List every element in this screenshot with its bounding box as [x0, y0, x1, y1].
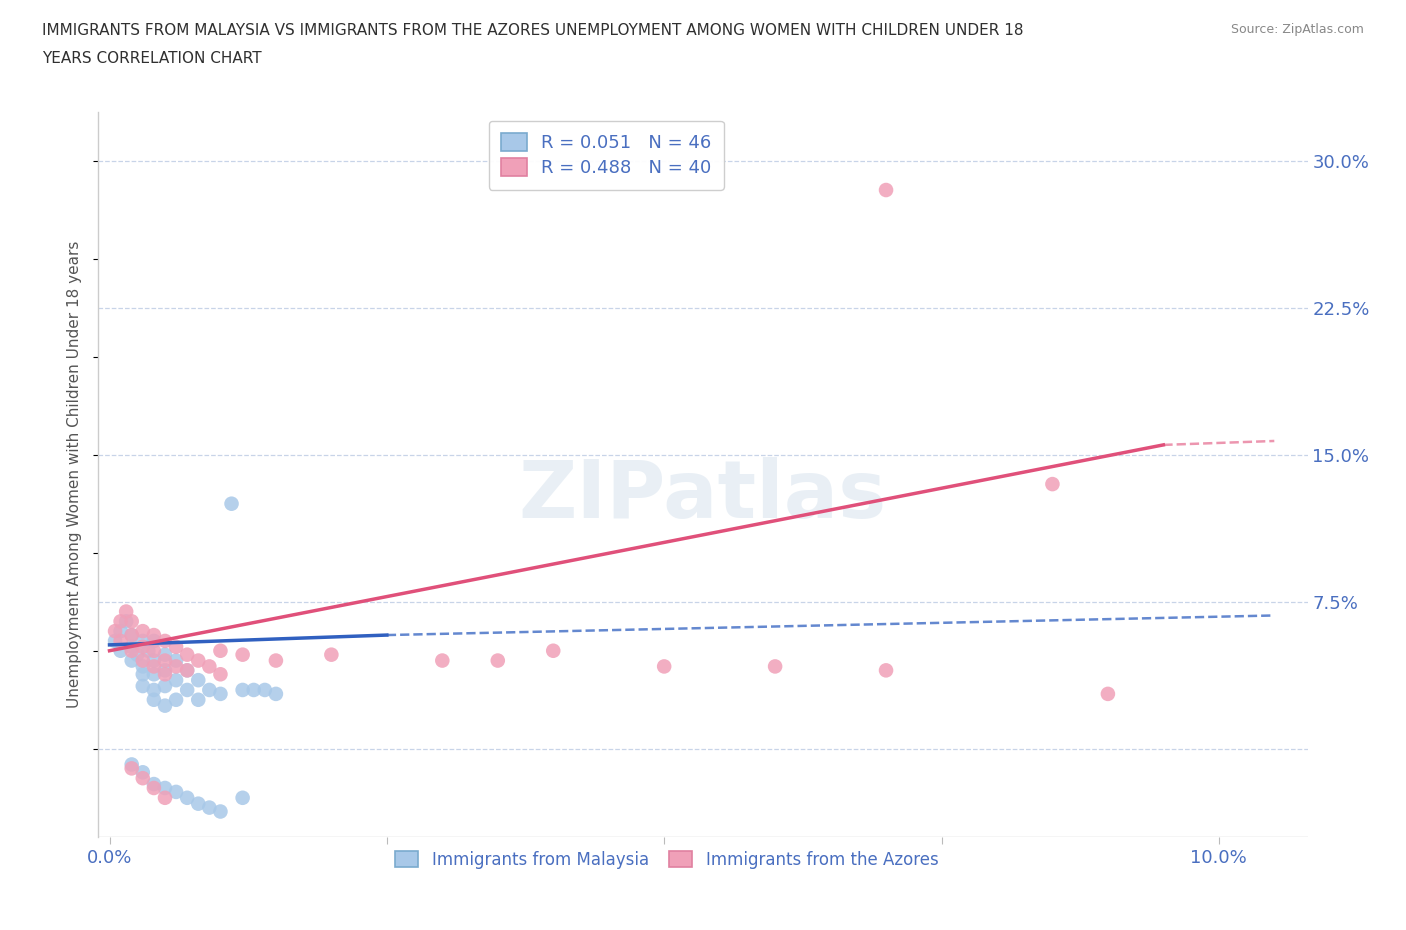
Point — [541, 644, 564, 658]
Y-axis label: Unemployment Among Women with Children Under 18 years: Unemployment Among Women with Children U… — [67, 241, 83, 708]
Point — [232, 683, 254, 698]
Point — [115, 614, 138, 629]
Point — [153, 667, 176, 682]
Point — [127, 647, 149, 662]
Point — [875, 663, 897, 678]
Point — [198, 659, 221, 674]
Point — [321, 647, 343, 662]
Point — [132, 633, 155, 648]
Point — [176, 647, 198, 662]
Point — [132, 771, 155, 786]
Point — [132, 679, 155, 694]
Point — [432, 653, 454, 668]
Point — [187, 692, 209, 707]
Point — [110, 644, 132, 658]
Point — [187, 653, 209, 668]
Point — [176, 663, 198, 678]
Point — [142, 667, 165, 682]
Point — [232, 647, 254, 662]
Point — [652, 659, 675, 674]
Point — [110, 624, 132, 639]
Point — [110, 633, 132, 648]
Point — [142, 780, 165, 795]
Point — [142, 644, 165, 658]
Point — [121, 614, 143, 629]
Legend: Immigrants from Malaysia, Immigrants from the Azores: Immigrants from Malaysia, Immigrants fro… — [388, 844, 945, 876]
Point — [165, 692, 187, 707]
Point — [232, 790, 254, 805]
Point — [153, 780, 176, 795]
Point — [153, 679, 176, 694]
Text: IMMIGRANTS FROM MALAYSIA VS IMMIGRANTS FROM THE AZORES UNEMPLOYMENT AMONG WOMEN : IMMIGRANTS FROM MALAYSIA VS IMMIGRANTS F… — [42, 23, 1024, 38]
Point — [142, 633, 165, 648]
Point — [138, 644, 160, 658]
Point — [165, 659, 187, 674]
Point — [153, 653, 176, 668]
Text: Source: ZipAtlas.com: Source: ZipAtlas.com — [1230, 23, 1364, 36]
Point — [121, 644, 143, 658]
Point — [1097, 686, 1119, 701]
Point — [121, 628, 143, 643]
Point — [486, 653, 509, 668]
Point — [104, 624, 127, 639]
Point — [209, 667, 232, 682]
Point — [142, 683, 165, 698]
Point — [198, 800, 221, 815]
Point — [142, 653, 165, 668]
Point — [121, 757, 143, 772]
Point — [1042, 477, 1064, 492]
Point — [153, 663, 176, 678]
Point — [253, 683, 276, 698]
Point — [165, 672, 187, 687]
Point — [153, 698, 176, 713]
Point — [110, 614, 132, 629]
Point — [121, 653, 143, 668]
Point — [132, 624, 155, 639]
Point — [132, 640, 155, 655]
Point — [132, 764, 155, 779]
Point — [153, 790, 176, 805]
Point — [209, 804, 232, 819]
Point — [875, 182, 897, 197]
Text: ZIPatlas: ZIPatlas — [519, 457, 887, 535]
Point — [763, 659, 786, 674]
Point — [121, 761, 143, 776]
Point — [209, 644, 232, 658]
Point — [104, 633, 127, 648]
Point — [142, 659, 165, 674]
Point — [132, 659, 155, 674]
Point — [142, 777, 165, 791]
Point — [142, 628, 165, 643]
Point — [165, 640, 187, 655]
Point — [264, 686, 287, 701]
Point — [132, 653, 155, 668]
Point — [221, 497, 243, 512]
Text: YEARS CORRELATION CHART: YEARS CORRELATION CHART — [42, 51, 262, 66]
Point — [198, 683, 221, 698]
Point — [209, 686, 232, 701]
Point — [176, 663, 198, 678]
Point — [242, 683, 264, 698]
Point — [121, 640, 143, 655]
Point — [121, 628, 143, 643]
Point — [176, 683, 198, 698]
Point — [153, 633, 176, 648]
Point — [165, 785, 187, 800]
Point — [142, 692, 165, 707]
Point — [176, 790, 198, 805]
Point — [132, 667, 155, 682]
Point — [264, 653, 287, 668]
Point — [153, 647, 176, 662]
Point — [187, 796, 209, 811]
Point — [165, 653, 187, 668]
Point — [115, 604, 138, 619]
Point — [187, 672, 209, 687]
